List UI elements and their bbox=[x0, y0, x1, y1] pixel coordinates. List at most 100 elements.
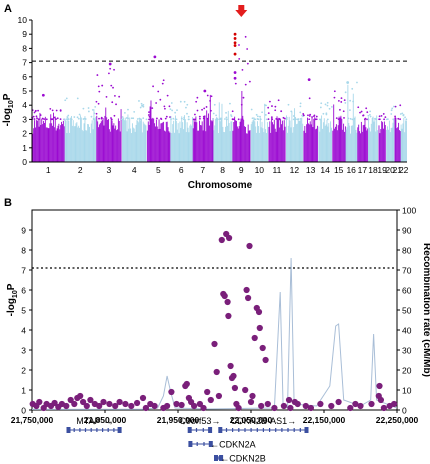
manhattan-column bbox=[231, 121, 233, 162]
snp-point bbox=[349, 109, 351, 111]
y-tick-label: 6 bbox=[22, 72, 27, 82]
snp-point bbox=[110, 117, 112, 119]
snp-point bbox=[110, 118, 113, 121]
regional-snp-point bbox=[243, 286, 250, 294]
snp-point bbox=[157, 90, 160, 93]
snp-point bbox=[270, 116, 273, 119]
manhattan-column bbox=[59, 129, 61, 162]
manhattan-column bbox=[198, 130, 200, 162]
manhattan-column bbox=[53, 127, 55, 162]
chromosome-tick-label: 3 bbox=[107, 165, 112, 175]
manhattan-column bbox=[47, 128, 49, 162]
manhattan-column bbox=[312, 127, 314, 162]
manhattan-column bbox=[138, 122, 140, 162]
manhattan-column bbox=[55, 130, 57, 162]
regional-snp-point bbox=[67, 396, 74, 404]
top-hit-point bbox=[233, 41, 237, 45]
snp-point bbox=[246, 48, 249, 50]
manhattan-column bbox=[297, 118, 299, 162]
manhattan-column bbox=[225, 126, 227, 162]
manhattan-column bbox=[353, 118, 355, 162]
snp-point bbox=[353, 117, 356, 120]
snp-point bbox=[390, 109, 393, 112]
manhattan-column bbox=[270, 132, 272, 162]
manhattan-column bbox=[375, 131, 377, 162]
chromosome-20-points bbox=[385, 105, 395, 162]
manhattan-column bbox=[378, 125, 380, 162]
gene-track: MTAP → C9orf53→ CDKN2B-AS1→ ←CDKN2A ←CDKN2B bbox=[66, 416, 309, 464]
chromosome-tick-label: 17 bbox=[358, 165, 368, 175]
snp-point bbox=[351, 87, 354, 90]
snp-point bbox=[378, 115, 381, 118]
x-tick-label: 22,250,000 bbox=[376, 415, 419, 425]
snp-point bbox=[397, 117, 400, 120]
chromosome-tick-label: 7 bbox=[200, 165, 205, 175]
snp-point bbox=[404, 116, 406, 119]
exon bbox=[107, 428, 109, 432]
manhattan-column bbox=[290, 127, 292, 162]
manhattan-column bbox=[143, 123, 145, 162]
snp-point bbox=[94, 106, 97, 108]
snp-point bbox=[366, 118, 368, 121]
chromosome-9-points bbox=[231, 35, 251, 162]
snp-point bbox=[257, 118, 260, 121]
manhattan-column bbox=[45, 127, 47, 162]
chromosome-14-points bbox=[318, 101, 333, 162]
snp-point bbox=[241, 68, 244, 71]
snp-point bbox=[63, 118, 66, 121]
manhattan-column bbox=[294, 108, 296, 162]
manhattan-column bbox=[156, 126, 158, 162]
manhattan-column bbox=[264, 103, 266, 162]
manhattan-column bbox=[94, 118, 96, 162]
manhattan-column bbox=[322, 122, 324, 162]
snp-point bbox=[283, 117, 286, 120]
x-tick-label: 21,950,000 bbox=[157, 415, 200, 425]
exon bbox=[275, 428, 277, 432]
manhattan-column bbox=[204, 115, 206, 162]
snp-point bbox=[140, 102, 143, 105]
manhattan-column bbox=[346, 127, 348, 162]
snp-point bbox=[267, 106, 270, 109]
snp-point bbox=[259, 118, 262, 121]
snp-point bbox=[343, 99, 346, 102]
manhattan-column bbox=[358, 124, 360, 162]
manhattan-column bbox=[43, 120, 44, 162]
top-hit-point bbox=[108, 62, 112, 66]
snp-point bbox=[124, 111, 126, 114]
gene-label-cdkn2a: ←CDKN2A bbox=[210, 440, 256, 450]
manhattan-column bbox=[347, 84, 349, 162]
exon bbox=[79, 428, 81, 432]
manhattan-column bbox=[315, 129, 317, 162]
snp-point bbox=[212, 112, 215, 115]
snp-point bbox=[170, 102, 173, 104]
manhattan-column bbox=[91, 120, 93, 162]
exon bbox=[188, 441, 193, 447]
snp-point bbox=[76, 116, 79, 119]
manhattan-column bbox=[113, 123, 115, 162]
manhattan-column bbox=[217, 119, 218, 162]
panel-b-regional-plot: 0 1 2 3 4 5 6 7 8 9 0 10 20 30 40 50 60 70 80 90 100 21,750… bbox=[6, 206, 430, 464]
snp-point bbox=[170, 118, 172, 121]
exon bbox=[218, 427, 223, 433]
manhattan-column bbox=[348, 123, 350, 162]
snp-point bbox=[212, 118, 215, 121]
snp-point bbox=[156, 117, 158, 120]
snp-point bbox=[55, 118, 57, 121]
manhattan-column bbox=[240, 118, 242, 162]
manhattan-column bbox=[117, 118, 119, 162]
manhattan-column bbox=[158, 119, 160, 162]
manhattan-column bbox=[206, 110, 208, 162]
y-tick-label: 8 bbox=[21, 246, 26, 256]
manhattan-column bbox=[147, 121, 149, 162]
y-tick-label: 2 bbox=[21, 366, 26, 376]
manhattan-column bbox=[300, 118, 302, 162]
snp-point bbox=[213, 103, 216, 106]
manhattan-column bbox=[254, 121, 256, 162]
regional-snp-point bbox=[368, 400, 375, 408]
manhattan-column bbox=[108, 129, 110, 162]
manhattan-column bbox=[287, 125, 289, 162]
snp-point bbox=[294, 118, 297, 121]
manhattan-column bbox=[343, 123, 345, 162]
manhattan-column bbox=[342, 129, 344, 162]
regional-snp-point bbox=[271, 404, 278, 412]
